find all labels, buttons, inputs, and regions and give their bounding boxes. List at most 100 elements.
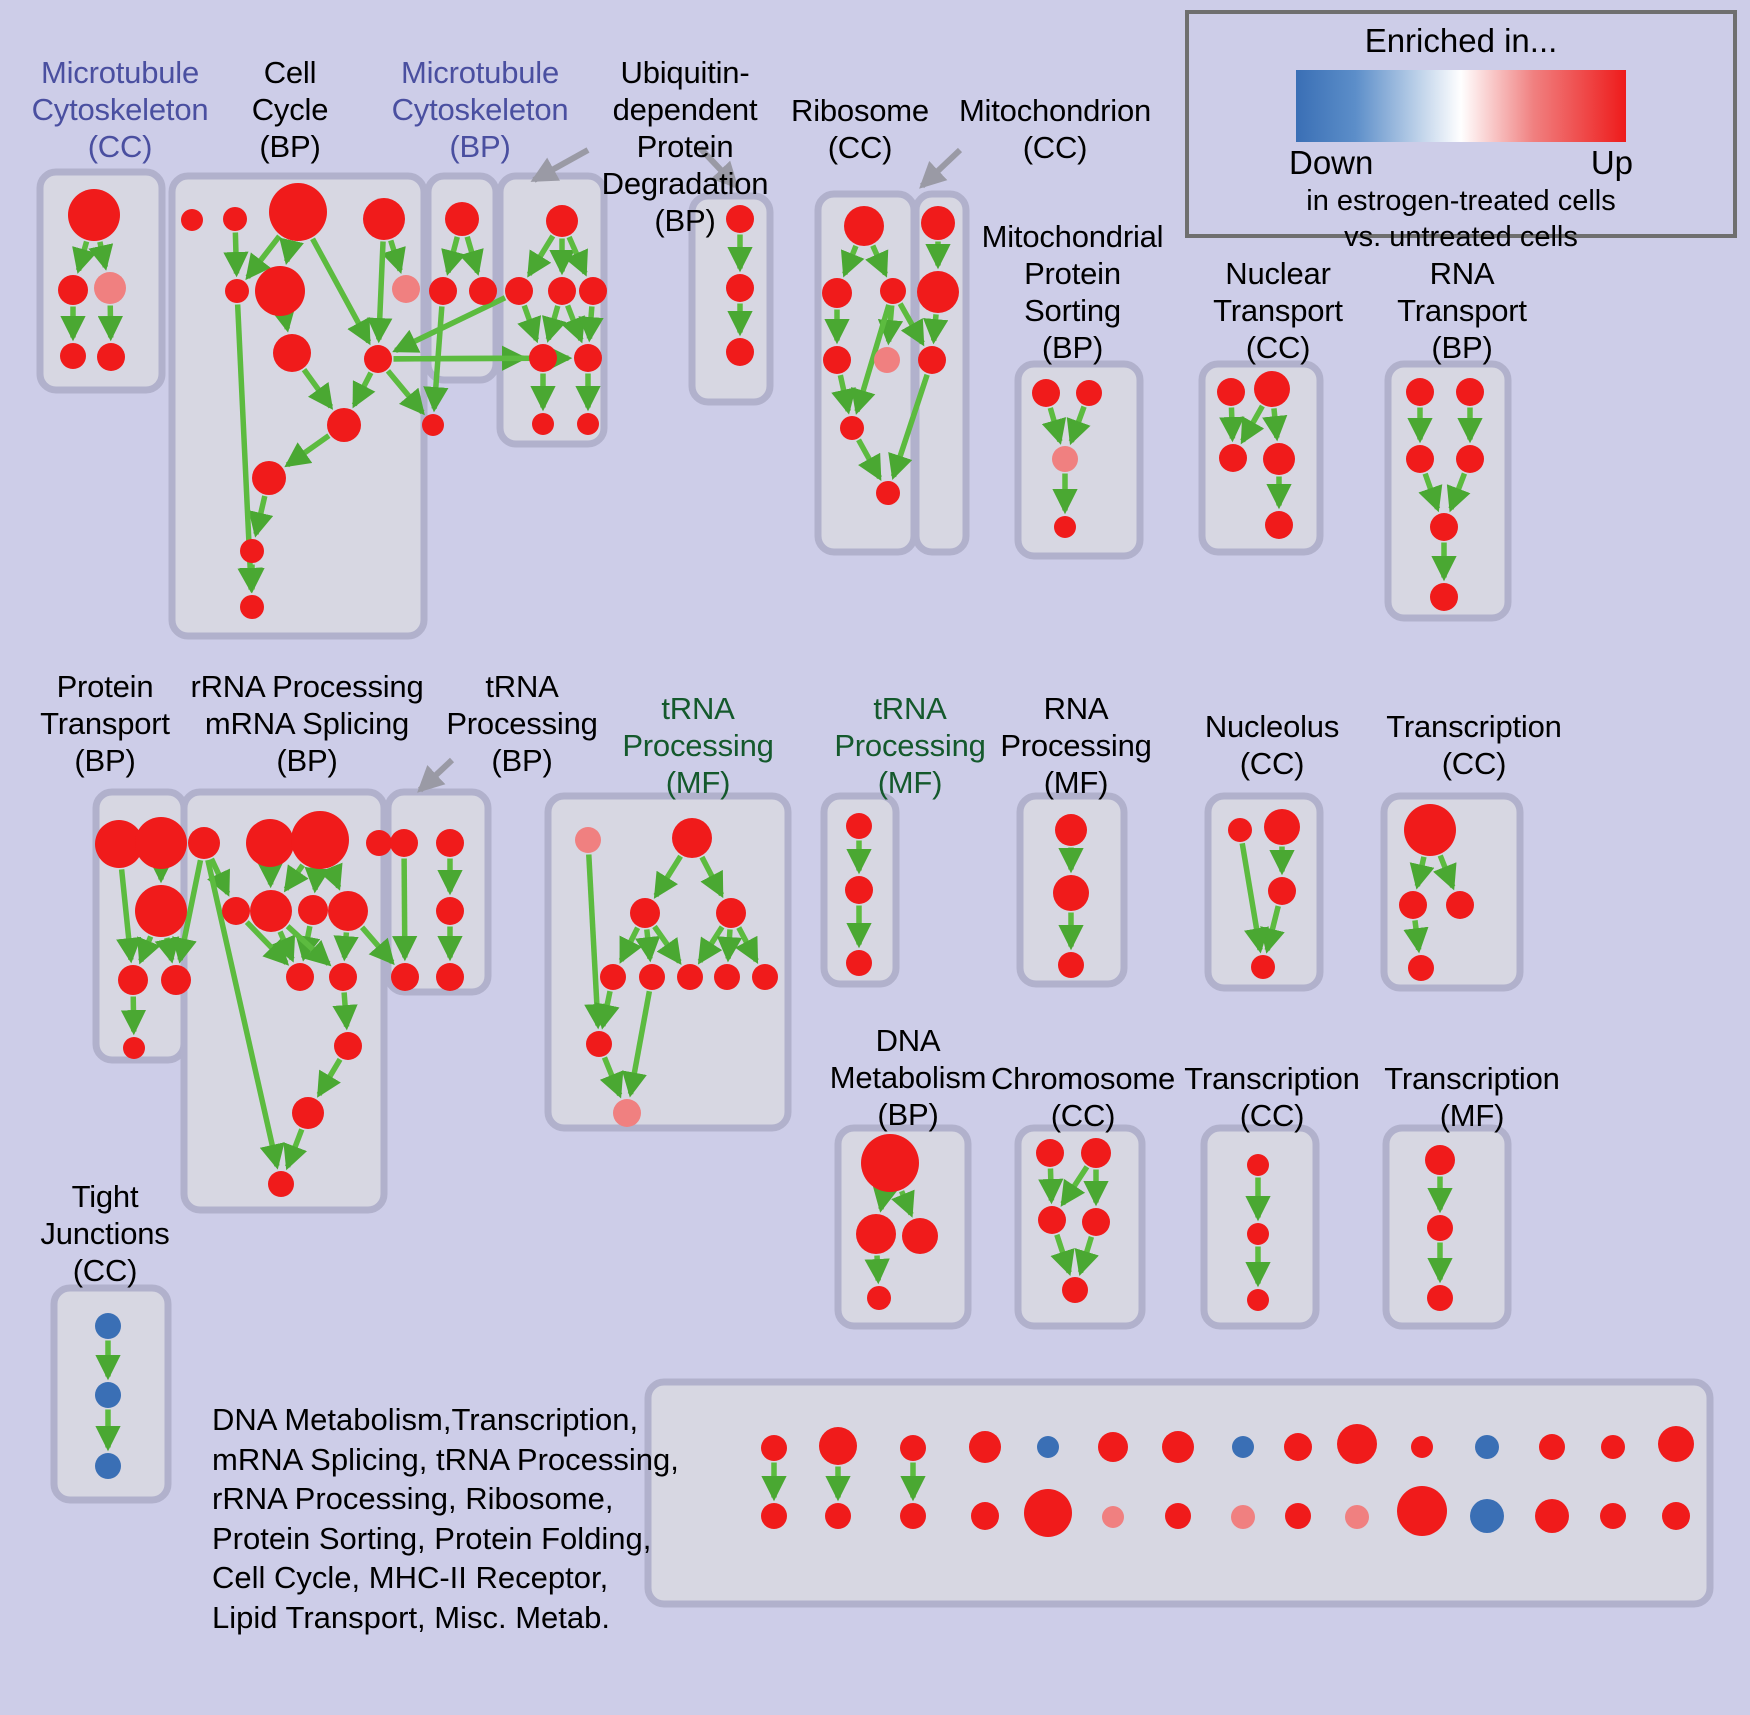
n-rr-11[interactable] [334,1032,362,1060]
n-pt-4[interactable] [118,965,148,995]
n-ms-t13[interactable] [1539,1434,1565,1460]
n-mps-3[interactable] [1052,446,1078,472]
n-ch-3[interactable] [1038,1206,1066,1234]
n-pt-2[interactable] [135,817,187,869]
n-tm-7[interactable] [677,964,703,990]
n-ms-b11[interactable] [1397,1486,1447,1536]
n-ms-b5[interactable] [1024,1489,1072,1537]
n-ms-b1[interactable] [761,1503,787,1529]
n-mps-4[interactable] [1054,516,1076,538]
n-ms-t7[interactable] [1162,1431,1194,1463]
n-rib-5[interactable] [874,347,900,373]
n-tj-2[interactable] [95,1382,121,1408]
n-tm-1[interactable] [575,827,601,853]
n-tl-3[interactable] [1247,1289,1269,1311]
n-pt-6[interactable] [123,1037,145,1059]
n-ub-1[interactable] [546,205,578,237]
n-mt-cc-1[interactable] [68,189,120,241]
n-ms-b6[interactable] [1102,1506,1124,1528]
n-tb-5[interactable] [436,963,464,991]
n-mt-cc-4[interactable] [60,343,86,369]
n-rib-3[interactable] [880,278,906,304]
n-ms-t5[interactable] [1037,1436,1059,1458]
n-tm-9[interactable] [752,964,778,990]
n-rib-2[interactable] [822,278,852,308]
n-ms-t15[interactable] [1658,1426,1694,1462]
n-tc-1[interactable] [1404,804,1456,856]
n-cc-3[interactable] [269,183,327,241]
n-rt-4[interactable] [1456,445,1484,473]
n-ub-4[interactable] [579,277,607,305]
n-mtbp-2[interactable] [429,277,457,305]
n-ch-1[interactable] [1036,1139,1064,1167]
n-rib-1[interactable] [844,206,884,246]
n-dm-2[interactable] [856,1214,896,1254]
n-tb-3[interactable] [436,897,464,925]
n-ub-2[interactable] [505,277,533,305]
n-tm-4[interactable] [716,898,746,928]
n-rp-1[interactable] [1055,814,1087,846]
n-tm-3[interactable] [630,898,660,928]
n-cc-8[interactable] [364,345,392,373]
n-tm-8[interactable] [714,964,740,990]
n-mt-cc-3[interactable] [94,272,126,304]
n-cc-2[interactable] [223,207,247,231]
n-ms-b15[interactable] [1662,1502,1690,1530]
n-nu-1[interactable] [1228,818,1252,842]
n-rp-2[interactable] [1053,875,1089,911]
n-ms-b8[interactable] [1231,1505,1255,1529]
n-rr-4[interactable] [366,830,392,856]
n-rr-13[interactable] [268,1171,294,1197]
n-tj-1[interactable] [95,1313,121,1339]
n-ms-t3[interactable] [900,1435,926,1461]
n-mt-cc-5[interactable] [97,343,125,371]
n-tc-2[interactable] [1399,891,1427,919]
n-rr-10[interactable] [329,963,357,991]
n-rib-6[interactable] [840,416,864,440]
n-ms-t12[interactable] [1475,1435,1499,1459]
n-mtbp-3[interactable] [469,277,497,305]
n-ms-b3[interactable] [900,1503,926,1529]
n-ms-b12[interactable] [1470,1499,1504,1533]
n-tf-1[interactable] [1425,1145,1455,1175]
n-ms-b10[interactable] [1345,1505,1369,1529]
n-cc-1[interactable] [181,209,203,231]
n-tm-2[interactable] [672,818,712,858]
n-rp-3[interactable] [1058,952,1084,978]
n-cc-14[interactable] [422,414,444,436]
n-mps-2[interactable] [1076,380,1102,406]
n-cc-13[interactable] [392,275,420,303]
n-mito-2[interactable] [917,271,959,313]
n-rr-2[interactable] [246,819,294,867]
n-nu-3[interactable] [1268,877,1296,905]
n-cc-9[interactable] [327,408,361,442]
n-mtbp-1[interactable] [445,202,479,236]
n-tf-3[interactable] [1427,1285,1453,1311]
n-tm-11[interactable] [613,1099,641,1127]
n-ms-t9[interactable] [1284,1433,1312,1461]
n-nt-5[interactable] [1265,511,1293,539]
n-ms-t11[interactable] [1411,1436,1433,1458]
n-nu-4[interactable] [1251,955,1275,979]
n-tl-1[interactable] [1247,1154,1269,1176]
n-tb-2[interactable] [436,829,464,857]
n-ch-4[interactable] [1082,1208,1110,1236]
n-rib-4[interactable] [823,346,851,374]
n-rt-2[interactable] [1456,378,1484,406]
n-ms-t14[interactable] [1601,1435,1625,1459]
n-cc-6[interactable] [255,266,305,316]
n-mito-1[interactable] [921,206,955,240]
n-rr-5[interactable] [222,897,250,925]
n-tm2-1[interactable] [846,813,872,839]
n-ms-b2[interactable] [825,1503,851,1529]
n-tl-2[interactable] [1247,1223,1269,1245]
n-pt-3[interactable] [135,885,187,937]
n-tm2-3[interactable] [846,950,872,976]
n-tc-4[interactable] [1408,955,1434,981]
n-tb-1[interactable] [390,829,418,857]
n-rt-5[interactable] [1430,513,1458,541]
n-rr-1[interactable] [188,827,220,859]
n-ms-t2[interactable] [819,1427,857,1465]
n-ms-b13[interactable] [1535,1499,1569,1533]
n-dm-3[interactable] [902,1218,938,1254]
